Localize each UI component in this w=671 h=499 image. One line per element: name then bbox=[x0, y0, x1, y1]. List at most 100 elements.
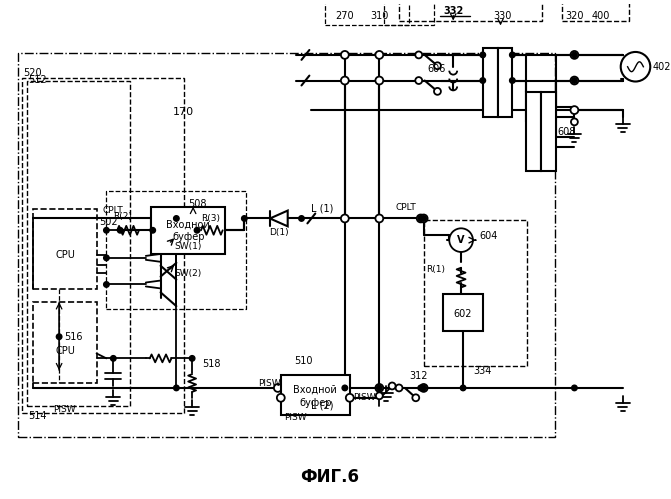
Text: 330: 330 bbox=[493, 11, 512, 21]
Text: ФИГ.6: ФИГ.6 bbox=[301, 468, 360, 486]
Circle shape bbox=[242, 216, 247, 221]
Circle shape bbox=[460, 385, 466, 391]
Circle shape bbox=[509, 52, 515, 58]
Circle shape bbox=[341, 384, 349, 392]
Circle shape bbox=[621, 52, 650, 81]
Circle shape bbox=[571, 118, 578, 125]
Circle shape bbox=[418, 216, 423, 221]
Bar bbox=[21, 77, 185, 413]
Circle shape bbox=[572, 385, 577, 391]
Bar bbox=[562, 0, 629, 21]
Text: 510: 510 bbox=[294, 356, 313, 366]
Text: 508: 508 bbox=[188, 199, 206, 209]
Text: SW(1): SW(1) bbox=[174, 242, 202, 250]
Text: CPLT: CPLT bbox=[103, 206, 123, 215]
Text: Входной: Входной bbox=[166, 220, 210, 230]
Text: SW(2): SW(2) bbox=[174, 269, 202, 278]
Circle shape bbox=[56, 334, 62, 339]
Circle shape bbox=[299, 216, 304, 221]
Text: R(1): R(1) bbox=[426, 265, 446, 274]
Circle shape bbox=[375, 384, 383, 392]
Circle shape bbox=[570, 51, 578, 59]
Circle shape bbox=[341, 76, 349, 84]
Text: L (1): L (1) bbox=[311, 204, 333, 214]
Text: V: V bbox=[458, 235, 465, 245]
Circle shape bbox=[342, 385, 348, 391]
Text: буфер: буфер bbox=[172, 232, 205, 242]
Circle shape bbox=[450, 229, 473, 252]
Circle shape bbox=[421, 385, 426, 391]
Bar bbox=[107, 191, 246, 309]
Bar bbox=[526, 92, 541, 171]
Circle shape bbox=[103, 228, 109, 233]
Circle shape bbox=[417, 215, 425, 223]
Circle shape bbox=[174, 216, 179, 221]
Bar bbox=[32, 302, 97, 383]
Circle shape bbox=[415, 51, 422, 58]
Circle shape bbox=[420, 215, 427, 223]
Circle shape bbox=[376, 385, 382, 391]
Text: 518: 518 bbox=[202, 359, 221, 369]
Bar bbox=[541, 92, 556, 171]
Bar bbox=[498, 48, 513, 117]
Circle shape bbox=[375, 76, 383, 84]
Text: 400: 400 bbox=[592, 11, 610, 21]
Circle shape bbox=[480, 52, 486, 58]
Text: 606: 606 bbox=[427, 64, 446, 74]
Text: 312: 312 bbox=[409, 371, 427, 381]
Text: PISW: PISW bbox=[53, 405, 75, 414]
Text: 516: 516 bbox=[64, 332, 83, 342]
Circle shape bbox=[420, 384, 427, 392]
Text: PISW: PISW bbox=[258, 379, 280, 388]
Text: 402: 402 bbox=[652, 62, 671, 72]
Text: 512: 512 bbox=[29, 74, 47, 84]
Circle shape bbox=[103, 282, 109, 287]
Circle shape bbox=[415, 77, 422, 84]
Circle shape bbox=[572, 78, 577, 83]
Text: 514: 514 bbox=[29, 411, 47, 421]
Text: R(2): R(2) bbox=[113, 212, 132, 221]
Text: 310: 310 bbox=[370, 11, 389, 21]
Text: 608: 608 bbox=[558, 127, 576, 137]
Circle shape bbox=[195, 228, 200, 233]
Circle shape bbox=[375, 215, 383, 223]
Text: PISW: PISW bbox=[353, 393, 376, 402]
Circle shape bbox=[103, 255, 109, 260]
Bar bbox=[423, 221, 527, 366]
Bar bbox=[17, 53, 555, 437]
Circle shape bbox=[150, 228, 156, 233]
Text: 520: 520 bbox=[23, 68, 42, 78]
Text: CPU: CPU bbox=[55, 346, 75, 356]
Circle shape bbox=[434, 62, 441, 69]
Text: буфер: буфер bbox=[299, 398, 331, 408]
Text: Входной: Входной bbox=[293, 385, 337, 395]
Bar bbox=[384, 0, 433, 25]
Circle shape bbox=[418, 385, 423, 391]
Bar bbox=[482, 48, 498, 117]
Circle shape bbox=[189, 356, 195, 361]
Circle shape bbox=[376, 392, 382, 399]
Circle shape bbox=[346, 394, 354, 402]
Circle shape bbox=[572, 52, 577, 58]
Circle shape bbox=[375, 51, 383, 59]
Text: 320: 320 bbox=[565, 11, 584, 21]
Bar bbox=[151, 207, 225, 254]
Text: CPLT: CPLT bbox=[395, 203, 416, 212]
Text: CPU: CPU bbox=[55, 250, 75, 260]
Circle shape bbox=[413, 394, 419, 401]
Circle shape bbox=[396, 385, 403, 391]
Text: 602: 602 bbox=[453, 309, 472, 319]
Circle shape bbox=[274, 384, 282, 392]
Circle shape bbox=[509, 78, 515, 83]
Text: 604: 604 bbox=[480, 231, 498, 241]
Text: L (2): L (2) bbox=[311, 401, 334, 411]
Circle shape bbox=[277, 394, 285, 402]
Text: 170: 170 bbox=[172, 107, 193, 117]
Bar bbox=[280, 375, 350, 415]
Text: 332: 332 bbox=[443, 5, 464, 15]
Text: 502: 502 bbox=[99, 218, 118, 228]
Text: PISW: PISW bbox=[284, 413, 307, 422]
Text: 334: 334 bbox=[473, 366, 491, 376]
Bar bbox=[325, 0, 409, 25]
Circle shape bbox=[117, 228, 123, 233]
